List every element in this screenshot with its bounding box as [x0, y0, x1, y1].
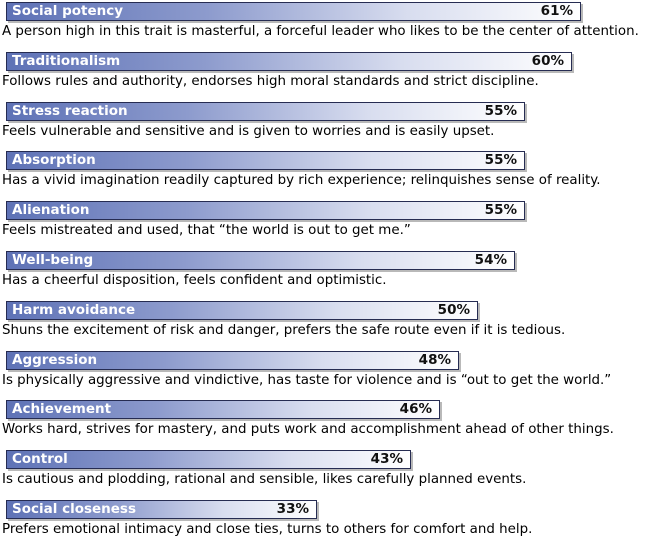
data-label: 55%: [484, 202, 517, 219]
bar-label: Traditionalism: [12, 52, 121, 69]
bar-label: Stress reaction: [12, 102, 128, 119]
data-label: 54%: [474, 252, 507, 268]
bar: [6, 350, 459, 370]
trait-row: Control 43% Is cautious and plodding, rati…: [0, 448, 660, 498]
bar: [6, 251, 515, 270]
trait-description: Works hard, strives for mastery, and put…: [2, 422, 614, 438]
trait-row: Traditionalism 60% Follows rules and autho…: [0, 50, 660, 100]
data-label: 55%: [484, 102, 517, 119]
trait-description: Has a cheerful disposition, feels confid…: [2, 273, 387, 288]
data-label: 33%: [276, 501, 309, 517]
trait-description: Feels vulnerable and sensitive and is gi…: [2, 123, 495, 139]
trait-row: Social closeness 33% Prefers emotional int…: [0, 498, 660, 548]
trait-row: Well-being 54% Has a cheerful disposition,…: [0, 249, 660, 299]
bar-label: Social closeness: [12, 501, 136, 517]
trait-description: Has a vivid imagination readily captured…: [2, 173, 601, 189]
bar-label: Control: [12, 451, 68, 468]
data-label: 50%: [437, 301, 470, 318]
trait-row: Stress reaction 55% Feels vulnerable and s…: [0, 100, 660, 150]
bar: [6, 2, 581, 21]
trait-row: Alienation 55% Feels mistreated and used, …: [0, 199, 660, 249]
data-label: 61%: [540, 3, 573, 19]
trait-description: Is physically aggressive and vindictive,…: [2, 372, 612, 388]
bar: [6, 500, 317, 519]
bar: [6, 201, 525, 221]
trait-description: Prefers emotional intimacy and close tie…: [2, 522, 533, 537]
trait-row: Achievement 46% Works hard, strives for ma…: [0, 398, 660, 448]
bar-label: Absorption: [12, 152, 96, 169]
bar-label: Aggression: [12, 351, 98, 368]
trait-row: Aggression 48% Is physically aggressive an…: [0, 349, 660, 399]
trait-description: Follows rules and authority, endorses hi…: [2, 73, 539, 89]
bar: [6, 51, 572, 71]
trait-row: Harm avoidance 50% Shuns the excitement of…: [0, 299, 660, 349]
data-label: 60%: [531, 52, 564, 69]
bar: [6, 400, 440, 420]
trait-row: Absorption 55% Has a vivid imagination rea…: [0, 149, 660, 199]
data-label: 48%: [418, 351, 451, 368]
bar-label: Social potency: [12, 3, 124, 19]
bar-label: Harm avoidance: [12, 301, 136, 318]
data-label: 43%: [370, 451, 403, 468]
data-label: 55%: [484, 152, 517, 169]
trait-description: Is cautious and plodding, rational and s…: [2, 472, 527, 488]
bar-label: Alienation: [12, 202, 90, 219]
trait-description: Feels mistreated and used, that “the wor…: [2, 223, 411, 239]
bar: [6, 151, 525, 171]
bar: [6, 101, 525, 121]
trait-description: Shuns the excitement of risk and danger,…: [2, 322, 566, 338]
bar: [6, 450, 411, 470]
bar-label: Achievement: [12, 401, 112, 418]
bar-label: Well-being: [12, 252, 94, 268]
trait-description: A person high in this trait is masterful…: [2, 24, 639, 39]
trait-row: Social potency 61% A person high in this t…: [0, 0, 660, 50]
bar: [6, 300, 478, 320]
data-label: 46%: [399, 401, 432, 418]
